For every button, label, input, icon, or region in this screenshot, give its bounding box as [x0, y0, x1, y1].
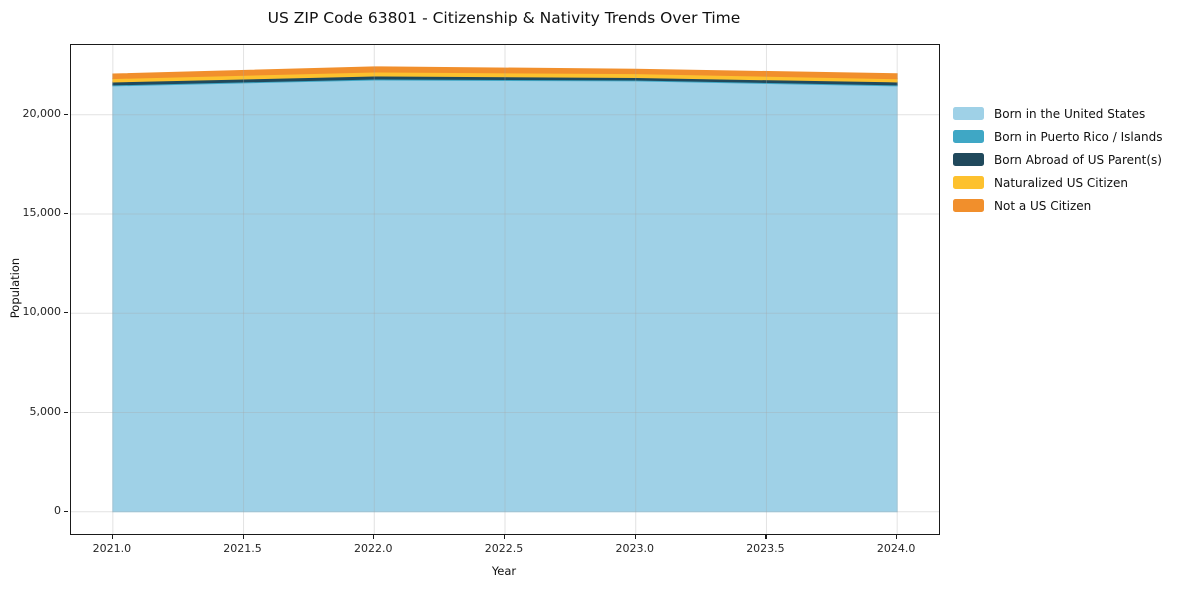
x-tick-mark: [242, 535, 244, 539]
legend-swatch-icon: [953, 130, 984, 143]
x-tick-label: 2021.5: [223, 542, 262, 555]
legend-label: Born in Puerto Rico / Islands: [994, 129, 1163, 144]
area-not-citizen: [112, 66, 898, 80]
y-axis-label: Population: [8, 257, 22, 319]
legend-label: Born Abroad of US Parent(s): [994, 152, 1162, 167]
plot-area: [70, 44, 940, 535]
y-tick-mark: [64, 312, 68, 314]
x-tick-label: 2023.0: [615, 542, 654, 555]
legend-swatch-icon: [953, 199, 984, 212]
x-tick-mark: [896, 535, 898, 539]
x-axis-label: Year: [491, 564, 517, 578]
legend-label: Naturalized US Citizen: [994, 175, 1128, 190]
legend-swatch-icon: [953, 153, 984, 166]
legend-item: Born in the United States: [953, 102, 1163, 125]
x-tick-label: 2022.0: [354, 542, 393, 555]
x-tick-mark: [765, 535, 767, 539]
y-tick-mark: [64, 212, 68, 215]
legend: Born in the United States Born in Puerto…: [953, 102, 1163, 217]
legend-item: Not a US Citizen: [953, 194, 1163, 217]
legend-item: Born Abroad of US Parent(s): [953, 148, 1163, 171]
x-tick-mark: [634, 535, 636, 539]
legend-swatch-icon: [953, 107, 984, 120]
y-tick-mark: [64, 411, 68, 413]
legend-label: Not a US Citizen: [994, 198, 1092, 213]
legend-swatch-icon: [953, 176, 984, 189]
plot-svg: [71, 45, 939, 534]
chart-title: US ZIP Code 63801 - Citizenship & Nativi…: [267, 9, 741, 27]
legend-label: Born in the United States: [994, 106, 1146, 121]
y-tick-label: 5,000: [29, 404, 62, 418]
x-tick-label: 2024.0: [876, 542, 916, 555]
x-tick-mark: [111, 535, 114, 539]
x-tick-label: 2021.0: [92, 542, 132, 555]
x-tick-mark: [373, 535, 375, 539]
legend-item: Born in Puerto Rico / Islands: [953, 125, 1163, 148]
x-tick-mark: [504, 535, 506, 539]
y-tick-mark: [64, 113, 68, 115]
y-tick-label: 15,000: [22, 205, 62, 219]
legend-item: Naturalized US Citizen: [953, 171, 1163, 194]
y-tick-label: 20,000: [22, 106, 62, 120]
y-tick-label: 0: [54, 503, 61, 517]
x-tick-label: 2023.5: [746, 542, 785, 555]
x-tick-label: 2022.5: [484, 542, 524, 555]
y-tick-mark: [64, 510, 68, 512]
y-tick-label: 10,000: [22, 305, 62, 319]
